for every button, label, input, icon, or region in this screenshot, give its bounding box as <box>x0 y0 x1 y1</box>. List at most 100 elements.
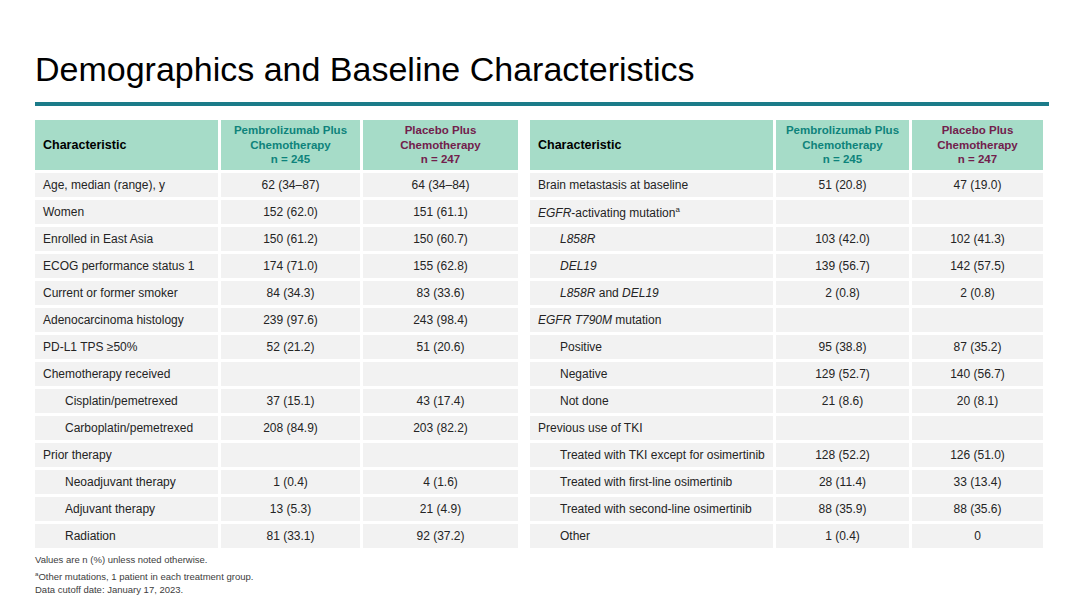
row-value: 139 (56.7) <box>776 254 909 278</box>
row-label: EGFR-activating mutationa <box>530 200 773 224</box>
row-value: 88 (35.6) <box>912 497 1043 521</box>
row-value <box>912 308 1043 332</box>
row-value: 52 (21.2) <box>221 335 360 359</box>
row-value: 92 (37.2) <box>363 524 518 548</box>
row-value: 208 (84.9) <box>221 416 360 440</box>
text-segment: Treated with second-line osimertinib <box>560 502 752 516</box>
row-value: 151 (61.1) <box>363 200 518 224</box>
row-label: Positive <box>530 335 773 359</box>
text-segment: Age, median (range), y <box>43 178 165 192</box>
placebo-column-header: Placebo Plus Chemotherapy n = 247 <box>363 120 518 170</box>
table-row: L858R and DEL192 (0.8)2 (0.8) <box>530 281 1043 305</box>
text-segment: Positive <box>560 340 602 354</box>
row-label: Carboplatin/pemetrexed <box>35 416 218 440</box>
table-row: Radiation81 (33.1)92 (37.2) <box>35 524 518 548</box>
row-label: EGFR T790M mutation <box>530 308 773 332</box>
row-label: Treated with first-line osimertinib <box>530 470 773 494</box>
text-segment: mutation <box>612 313 661 327</box>
page-title: Demographics and Baseline Characteristic… <box>35 50 695 89</box>
row-label: Not done <box>530 389 773 413</box>
footnote: Data cutoff date: January 17, 2023. <box>35 583 253 597</box>
table-row: PD-L1 TPS ≥50%52 (21.2)51 (20.6) <box>35 335 518 359</box>
row-value: 103 (42.0) <box>776 227 909 251</box>
row-value: 51 (20.8) <box>776 173 909 197</box>
row-label: Brain metastasis at baseline <box>530 173 773 197</box>
text-segment: DEL19 <box>622 286 659 300</box>
table-row: Neoadjuvant therapy1 (0.4)4 (1.6) <box>35 470 518 494</box>
text-segment: Negative <box>560 367 607 381</box>
text-segment: Other <box>560 529 590 543</box>
row-value: 64 (34–84) <box>363 173 518 197</box>
table-row: Chemotherapy received <box>35 362 518 386</box>
text-segment: Neoadjuvant therapy <box>65 475 176 489</box>
footnote: Values are n (%) unless noted otherwise. <box>35 553 253 567</box>
text-segment: ECOG performance status 1 <box>43 259 194 273</box>
row-value <box>912 416 1043 440</box>
row-label: ECOG performance status 1 <box>35 254 218 278</box>
demographics-table-left: Characteristic Pembrolizumab Plus Chemot… <box>32 117 521 551</box>
row-value: 243 (98.4) <box>363 308 518 332</box>
characteristic-header: Characteristic <box>35 120 218 170</box>
table-body-right: Brain metastasis at baseline51 (20.8)47 … <box>530 173 1043 548</box>
text-segment: Adenocarcinoma histology <box>43 313 184 327</box>
table-row: Other1 (0.4)0 <box>530 524 1043 548</box>
row-value: 128 (52.2) <box>776 443 909 467</box>
table-row: Treated with second-line osimertinib 88 (… <box>530 497 1043 521</box>
row-value: 21 (4.9) <box>363 497 518 521</box>
table-body-left: Age, median (range), y 62 (34–87)64 (34–8… <box>35 173 518 548</box>
row-value <box>776 308 909 332</box>
text-segment: Treated with TKI except for osimertinib <box>560 448 765 462</box>
row-value: 140 (56.7) <box>912 362 1043 386</box>
pembrolizumab-column-header: Pembrolizumab Plus Chemotherapy n = 245 <box>221 120 360 170</box>
text-segment: Not done <box>560 394 609 408</box>
text-segment: Treated with first-line osimertinib <box>560 475 732 489</box>
text-segment: Other mutations, 1 patient in each treat… <box>38 571 253 582</box>
row-value: 174 (71.0) <box>221 254 360 278</box>
row-value: 21 (8.6) <box>776 389 909 413</box>
table-row: Current or former smoker84 (34.3)83 (33.… <box>35 281 518 305</box>
row-value: 13 (5.3) <box>221 497 360 521</box>
row-label: Adenocarcinoma histology <box>35 308 218 332</box>
row-label: Current or former smoker <box>35 281 218 305</box>
text-segment: -activating mutation <box>571 206 675 220</box>
row-value: 62 (34–87) <box>221 173 360 197</box>
text-segment: Previous use of TKI <box>538 421 643 435</box>
row-label: Age, median (range), y <box>35 173 218 197</box>
table-row: Carboplatin/pemetrexed208 (84.9)203 (82.… <box>35 416 518 440</box>
text-segment: PD-L1 TPS ≥50% <box>43 340 137 354</box>
row-value: 2 (0.8) <box>776 281 909 305</box>
row-value: 129 (52.7) <box>776 362 909 386</box>
pembrolizumab-column-header: Pembrolizumab Plus Chemotherapy n = 245 <box>776 120 909 170</box>
text-segment: L858R <box>560 286 595 300</box>
row-value <box>776 200 909 224</box>
row-value: 95 (38.8) <box>776 335 909 359</box>
row-label: Prior therapy <box>35 443 218 467</box>
row-label: Adjuvant therapy <box>35 497 218 521</box>
row-value <box>363 443 518 467</box>
table-row: Cisplatin/pemetrexed37 (15.1)43 (17.4) <box>35 389 518 413</box>
row-value: 0 <box>912 524 1043 548</box>
table-row: ECOG performance status 1174 (71.0)155 (… <box>35 254 518 278</box>
text-segment: a <box>675 205 679 214</box>
row-value <box>776 416 909 440</box>
table-row: EGFR T790M mutation <box>530 308 1043 332</box>
row-label: Treated with second-line osimertinib <box>530 497 773 521</box>
table-row: Women152 (62.0)151 (61.1) <box>35 200 518 224</box>
text-segment: Cisplatin/pemetrexed <box>65 394 178 408</box>
row-value: 28 (11.4) <box>776 470 909 494</box>
characteristic-header: Characteristic <box>530 120 773 170</box>
row-value <box>221 362 360 386</box>
row-value: 102 (41.3) <box>912 227 1043 251</box>
slide: Demographics and Baseline Characteristic… <box>0 0 1080 607</box>
table-row: Previous use of TKI <box>530 416 1043 440</box>
header-row: Characteristic Pembrolizumab Plus Chemot… <box>530 120 1043 170</box>
row-label: Previous use of TKI <box>530 416 773 440</box>
footnote: aOther mutations, 1 patient in each trea… <box>35 567 253 584</box>
table-row: EGFR-activating mutationa <box>530 200 1043 224</box>
row-value <box>221 443 360 467</box>
row-value: 150 (60.7) <box>363 227 518 251</box>
table-row: L858R103 (42.0)102 (41.3) <box>530 227 1043 251</box>
table-row: Not done21 (8.6)20 (8.1) <box>530 389 1043 413</box>
row-value: 81 (33.1) <box>221 524 360 548</box>
row-value: 87 (35.2) <box>912 335 1043 359</box>
